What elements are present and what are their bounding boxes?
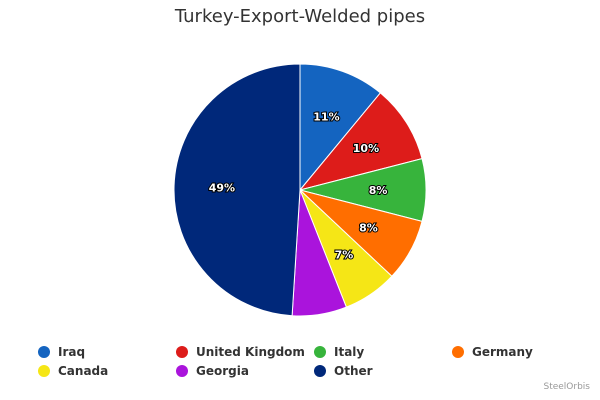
legend-item-italy[interactable]: Italy bbox=[314, 343, 452, 360]
legend-item-united-kingdom[interactable]: United Kingdom bbox=[176, 343, 314, 360]
legend-label: Iraq bbox=[58, 344, 86, 359]
legend-marker-icon bbox=[38, 364, 50, 377]
legend-label: Italy bbox=[334, 344, 365, 359]
legend-item-canada[interactable]: Canada bbox=[38, 362, 176, 379]
legend-marker-icon bbox=[38, 345, 50, 358]
legend-marker-icon bbox=[176, 364, 188, 377]
legend-label: Germany bbox=[472, 344, 533, 359]
credits-text[interactable]: SteelOrbis bbox=[543, 382, 590, 392]
pie-slice-other[interactable] bbox=[173, 63, 301, 317]
legend-marker-icon bbox=[314, 364, 326, 377]
legend-item-iraq[interactable]: Iraq bbox=[38, 343, 176, 360]
data-label-iraq: 11% bbox=[313, 110, 339, 123]
legend-marker-icon bbox=[176, 345, 188, 358]
data-label-germany: 8% bbox=[359, 222, 378, 235]
legend-label: United Kingdom bbox=[196, 344, 305, 359]
legend-label: Other bbox=[334, 363, 373, 378]
data-label-other: 49% bbox=[209, 182, 235, 195]
pie-slice-iraq[interactable] bbox=[299, 63, 382, 192]
legend: Iraq United Kingdom Italy Germany Canada Geor… bbox=[38, 343, 578, 379]
data-label-canada: 7% bbox=[335, 249, 354, 262]
legend-item-other[interactable]: Other bbox=[314, 362, 452, 379]
data-label-italy: 8% bbox=[369, 184, 388, 197]
chart-title: Turkey-Export-Welded pipes bbox=[174, 6, 426, 27]
legend-label: Georgia bbox=[196, 363, 249, 378]
legend-label: Canada bbox=[58, 363, 109, 378]
data-label-united-kingdom: 10% bbox=[353, 142, 379, 155]
legend-item-germany[interactable]: Germany bbox=[452, 343, 582, 360]
legend-marker-icon bbox=[314, 345, 326, 358]
legend-item-georgia[interactable]: Georgia bbox=[176, 362, 314, 379]
legend-marker-icon bbox=[452, 345, 464, 358]
pie-slice-united-kingdom[interactable] bbox=[298, 92, 423, 191]
